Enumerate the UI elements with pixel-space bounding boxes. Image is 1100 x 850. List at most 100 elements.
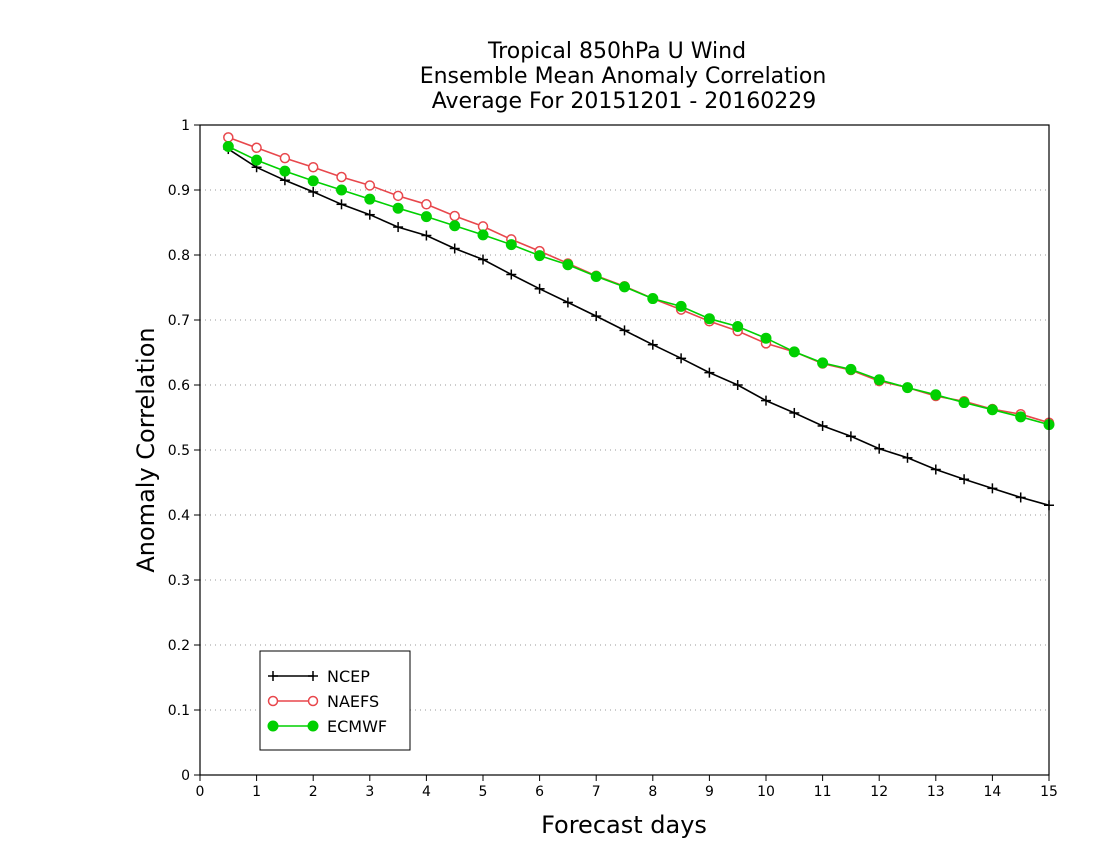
data-point-ncep (789, 407, 800, 418)
legend: NCEP NAEFS ECMWF (259, 650, 411, 751)
y-tick-label: 0.6 (168, 378, 190, 394)
data-point-ecmwf (222, 140, 234, 152)
series-line-ecmwf (227, 145, 1050, 426)
data-point-ecmwf (251, 154, 263, 166)
data-point-ncep (562, 297, 573, 308)
x-tick-label: 4 (422, 784, 431, 800)
legend-marker (267, 695, 279, 707)
data-point-ecmwf (477, 229, 489, 241)
legend-entry-ecmwf: ECMWF (267, 717, 387, 736)
data-point-naefs (392, 190, 404, 202)
data-point-naefs (449, 210, 460, 222)
x-tick-label: 3 (365, 784, 374, 800)
data-point-ecmwf (590, 270, 602, 282)
series-line-naefs (228, 136, 1050, 424)
data-point-naefs (251, 142, 262, 153)
x-tick-label: 11 (814, 784, 832, 800)
chart-title-line-2: Ensemble Mean Anomaly Correlation (420, 64, 827, 89)
data-point-ecmwf (505, 239, 517, 251)
y-tick-label: 0.5 (168, 443, 190, 459)
data-point-ncep (817, 420, 828, 431)
legend-marker (308, 671, 318, 681)
data-point-ecmwf (902, 382, 913, 394)
x-tick-label: 7 (592, 784, 601, 800)
data-point-ecmwf (279, 165, 291, 177)
data-point-naefs (307, 162, 319, 173)
data-point-ncep (364, 209, 375, 220)
x-tick-label: 14 (983, 784, 1001, 800)
x-tick-label: 0 (196, 784, 205, 800)
data-point-naefs (223, 132, 234, 143)
legend-entry-ncep: NCEP (268, 667, 370, 686)
data-point-ecmwf (647, 293, 659, 305)
grid (200, 189, 1049, 711)
legend-label: NAEFS (327, 692, 379, 711)
x-tick-label: 10 (757, 784, 775, 800)
data-point-ecmwf (817, 357, 829, 369)
series-ncep (223, 144, 1054, 511)
data-point-ncep (591, 311, 602, 322)
data-point-ncep (619, 325, 630, 336)
data-point-ecmwf (1015, 411, 1027, 423)
data-point-ecmwf (307, 175, 319, 187)
data-point-ncep (902, 452, 913, 463)
data-point-naefs (421, 199, 432, 210)
data-point-ncep (1015, 492, 1026, 503)
x-axis: 0 1 2 3 4 5 6 7 8 9 10 11 12 13 14 15 (196, 775, 1058, 800)
data-point-ncep (732, 380, 743, 390)
x-tick-label: 9 (705, 784, 714, 800)
x-tick-label: 12 (870, 784, 888, 800)
legend-marker (268, 671, 278, 681)
data-point-ecmwf (873, 374, 885, 386)
data-point-ncep (534, 283, 545, 294)
legend-marker (307, 720, 319, 732)
x-tick-label: 5 (479, 784, 488, 800)
data-point-ncep (279, 175, 290, 186)
data-point-ncep (478, 254, 488, 265)
x-tick-label: 13 (927, 784, 945, 800)
series-naefs (223, 132, 1055, 428)
x-axis-title: Forecast days (541, 811, 707, 839)
y-tick-label: 0.9 (168, 183, 190, 199)
series-layer (222, 132, 1055, 511)
x-tick-label: 6 (535, 784, 544, 800)
data-point-ncep (676, 353, 687, 364)
data-point-ecmwf (392, 202, 404, 214)
data-point-ncep (874, 443, 885, 454)
data-point-ncep (393, 222, 404, 233)
chart-title-line-1: Tropical 850hPa U Wind (487, 39, 746, 64)
y-tick-label: 0.8 (168, 248, 190, 264)
data-point-ncep (987, 483, 998, 494)
data-point-ecmwf (336, 184, 347, 196)
y-tick-label: 0 (181, 768, 190, 784)
data-point-ncep (761, 395, 771, 406)
x-tick-label: 15 (1040, 784, 1058, 800)
data-point-ecmwf (845, 363, 857, 375)
data-point-ncep (704, 367, 715, 378)
y-tick-label: 0.4 (168, 508, 190, 524)
data-point-naefs (336, 171, 347, 183)
y-tick-label: 0.1 (168, 703, 190, 719)
data-point-ecmwf (703, 313, 715, 325)
data-point-ecmwf (675, 300, 687, 312)
data-point-naefs (279, 152, 291, 164)
legend-entry-naefs: NAEFS (267, 692, 379, 711)
data-point-ecmwf (760, 332, 772, 344)
y-tick-label: 0.2 (168, 638, 190, 654)
y-axis: 0 0.1 0.2 0.3 0.4 0.5 0.6 0.7 0.8 0.9 1 (168, 118, 200, 784)
x-tick-label: 2 (309, 784, 318, 800)
data-point-ecmwf (732, 321, 744, 332)
data-point-ncep (308, 186, 319, 197)
data-point-ncep (336, 199, 347, 210)
data-point-ecmwf (534, 250, 546, 262)
data-point-ncep (506, 269, 517, 280)
data-point-ncep (959, 474, 970, 485)
data-point-ecmwf (562, 259, 574, 271)
chart-title: Tropical 850hPa U Wind Ensemble Mean Ano… (420, 39, 827, 114)
legend-marker (307, 695, 319, 707)
data-point-ecmwf (788, 346, 800, 358)
y-tick-label: 0.7 (168, 313, 190, 329)
data-point-ncep (647, 339, 658, 350)
chart-title-line-3: Average For 20151201 - 20160229 (432, 89, 817, 114)
